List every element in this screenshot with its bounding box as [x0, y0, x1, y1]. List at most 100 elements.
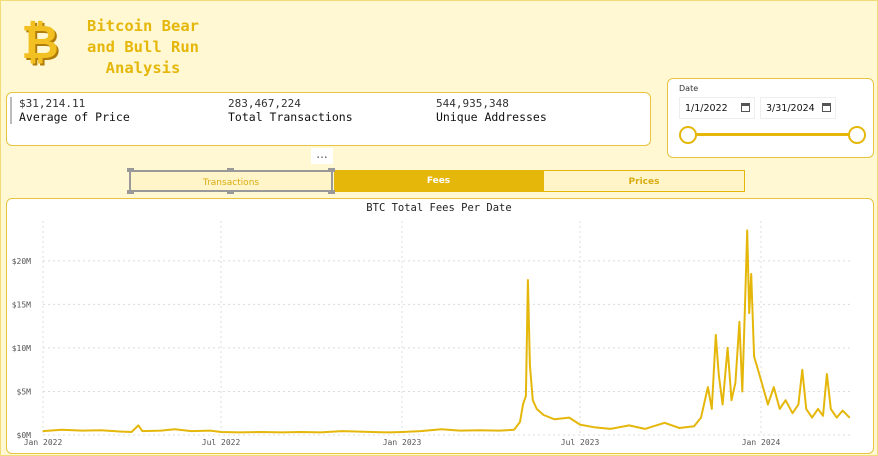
calendar-icon[interactable]	[822, 103, 831, 112]
title-line: Bitcoin Bear	[87, 17, 199, 35]
data-point	[817, 408, 819, 410]
data-point	[785, 399, 787, 401]
calendar-icon[interactable]	[741, 103, 750, 112]
end-date-input[interactable]: 3/31/2024	[760, 97, 836, 119]
date-range-track[interactable]	[687, 133, 857, 136]
kpi-label: Unique Addresses	[436, 110, 547, 124]
x-tick-label: Jul 2022	[202, 438, 241, 447]
kpi-unique-addresses: 544,935,348 Unique Addresses	[436, 97, 547, 124]
data-point	[746, 229, 748, 231]
data-point	[767, 403, 769, 406]
data-point	[762, 386, 764, 388]
data-point	[160, 430, 162, 432]
data-point	[259, 431, 261, 433]
data-point	[61, 429, 63, 431]
data-point	[715, 334, 717, 336]
data-point	[779, 408, 781, 410]
data-point	[42, 430, 44, 432]
data-point	[730, 399, 733, 401]
data-point	[693, 425, 695, 427]
data-point	[141, 430, 143, 432]
resize-handle[interactable]	[328, 190, 335, 194]
date-range-start-handle[interactable]	[679, 126, 697, 144]
data-point	[532, 399, 534, 401]
data-point	[190, 430, 193, 432]
start-date-input[interactable]: 1/1/2022	[679, 97, 755, 119]
data-point	[826, 373, 828, 375]
data-point	[81, 430, 83, 432]
resize-handle[interactable]	[127, 168, 134, 172]
data-point	[744, 295, 746, 297]
data-point	[389, 431, 391, 433]
more-options-button[interactable]: ...	[311, 148, 333, 164]
data-point	[300, 431, 302, 433]
resize-handle[interactable]	[127, 190, 134, 194]
bitcoin-logo-icon: ₿ ₿	[24, 16, 60, 66]
data-point	[174, 428, 176, 430]
data-point	[478, 429, 480, 431]
resize-handle[interactable]	[227, 190, 234, 194]
data-point	[842, 410, 844, 412]
svg-text:₿: ₿	[24, 17, 60, 66]
data-point	[811, 417, 813, 419]
title-line: and Bull Run	[87, 38, 199, 56]
data-point	[498, 430, 500, 432]
data-point	[119, 430, 121, 433]
tab-fees[interactable]: Fees	[334, 170, 543, 192]
data-point	[797, 403, 800, 406]
data-point	[727, 347, 729, 349]
data-point	[700, 417, 702, 419]
data-point	[513, 429, 515, 431]
report-title: Bitcoin Bear and Bull Run Analysis	[68, 16, 218, 79]
kpi-label: Total Transactions	[228, 110, 353, 124]
kpi-total-transactions: 283,467,224 Total Transactions	[228, 97, 353, 124]
data-point	[753, 356, 755, 358]
data-point	[848, 417, 851, 419]
data-point	[420, 430, 422, 432]
data-point	[209, 430, 211, 432]
chart-title: BTC Total Fees Per Date	[366, 202, 512, 214]
kpi-average-price: $31,214.11 Average of Price	[19, 97, 130, 124]
date-range-end-handle[interactable]	[848, 126, 866, 144]
tab-prices[interactable]: Prices	[543, 170, 745, 192]
data-point	[741, 390, 743, 393]
resize-handle[interactable]	[328, 168, 335, 172]
data-point	[529, 364, 531, 366]
data-point	[543, 414, 545, 416]
data-point	[137, 424, 139, 426]
data-point	[738, 321, 741, 323]
data-point	[100, 429, 102, 431]
data-point	[527, 279, 529, 281]
kpi-value: $31,214.11	[19, 97, 86, 110]
data-point	[459, 430, 461, 432]
data-point	[239, 431, 241, 433]
x-tick-label: Jan 2022	[24, 438, 63, 447]
kpi-accent-bar	[10, 97, 12, 124]
data-point	[664, 422, 666, 424]
x-tick-label: Jan 2023	[383, 438, 422, 447]
data-point	[281, 431, 283, 433]
y-tick-label: $5M	[17, 387, 32, 396]
kpi-label: Average of Price	[19, 110, 130, 124]
data-point	[522, 403, 524, 406]
kpi-card	[6, 92, 651, 146]
data-point	[130, 431, 133, 433]
data-point	[718, 373, 720, 375]
resize-handle[interactable]	[227, 168, 234, 172]
data-point	[805, 408, 807, 410]
y-tick-label: $10M	[12, 344, 31, 353]
data-point	[370, 431, 373, 433]
x-tick-label: Jan 2024	[742, 438, 781, 447]
data-point	[355, 430, 357, 433]
data-point	[822, 415, 824, 417]
data-point	[711, 408, 713, 410]
data-point	[830, 408, 832, 410]
data-point	[836, 417, 838, 419]
x-tick-label: Jul 2023	[561, 438, 600, 447]
title-line: Analysis	[105, 59, 181, 77]
data-point	[525, 395, 527, 397]
y-tick-label: $15M	[12, 300, 31, 309]
y-tick-label: $0M	[17, 431, 32, 440]
end-date-value: 3/31/2024	[766, 103, 815, 114]
tab-transactions[interactable]: Transactions	[129, 170, 333, 192]
